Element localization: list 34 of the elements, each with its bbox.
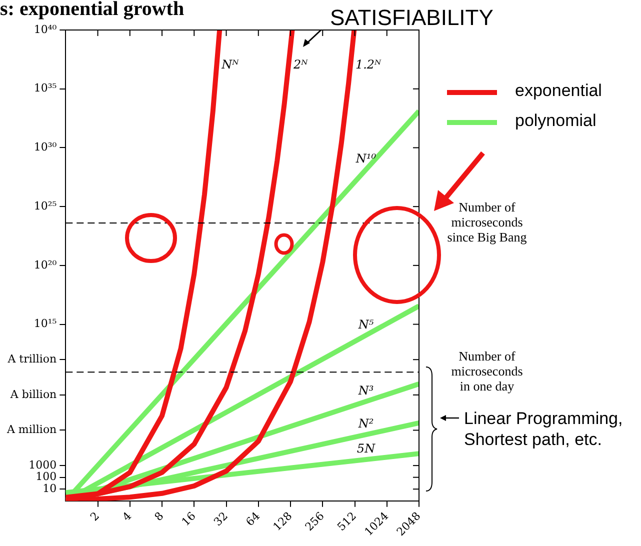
series-label: N² (357, 416, 374, 431)
y-tick-label: 10²⁰ (34, 258, 58, 272)
chart-title: s: exponential growth (0, 0, 184, 21)
text: exponential (515, 80, 602, 102)
y-tick-label: A trillion (6, 352, 57, 366)
x-tick-label: 32 (211, 509, 230, 529)
x-tick-label: 16 (179, 509, 198, 529)
y-tick-label: 10 (42, 482, 57, 495)
text: Linear Programming, Shortest path, etc. (464, 408, 624, 450)
text: polynomial (515, 110, 596, 132)
x-tick-label: 64 (243, 509, 263, 529)
series-label: N⁵ (357, 317, 374, 332)
x-tick-label: 8 (152, 509, 166, 524)
series-label: 2ᴺ (292, 57, 308, 72)
x-tick-label: 2 (88, 509, 102, 524)
y-tick-label: 10¹⁵ (34, 317, 57, 330)
y-tick-label: 10⁴⁰ (34, 22, 58, 36)
y-tick-label: A million (6, 423, 57, 436)
x-tick-label: 4 (120, 509, 134, 524)
y-tick-label: 1000 (28, 458, 57, 472)
ref-line-label: Number of microseconds since Big Bang (447, 199, 528, 244)
series-label: N³ (357, 384, 374, 398)
x-tick-label: 128 (270, 509, 295, 534)
y-tick-label: 100 (36, 470, 57, 484)
series-label: Nᴺ (220, 57, 240, 72)
y-tick-label: 10³⁵ (34, 82, 57, 95)
y-tick-label: 10²⁵ (34, 199, 57, 212)
series-label: 5N (356, 442, 376, 456)
x-tick-label: 512 (334, 509, 359, 534)
series-label: 1.2ᴺ (355, 57, 382, 72)
y-tick-label: A billion (9, 388, 57, 401)
text: SATISFIABILITY (330, 4, 494, 32)
ref-line-label: Number of microseconds in one day (451, 348, 523, 394)
y-tick-label: 10³⁰ (34, 140, 58, 154)
